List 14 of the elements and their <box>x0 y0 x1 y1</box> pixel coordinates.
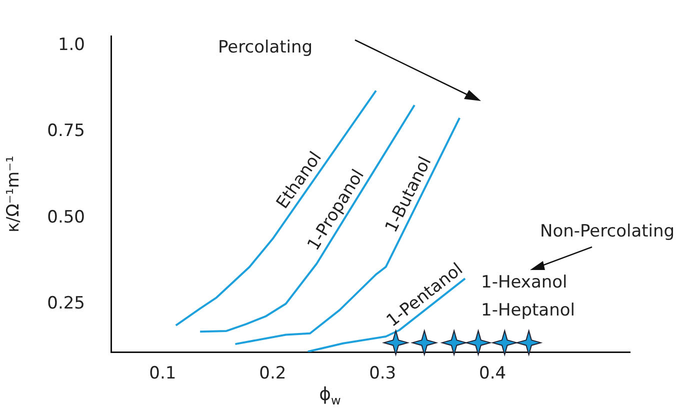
x-tick-label: 0.4 <box>479 364 506 384</box>
x-tick-label: 0.3 <box>369 364 396 384</box>
annotation: 1-Heptanol <box>481 300 575 320</box>
x-axis-title: ϕ$_{w}$ <box>318 384 342 408</box>
y-tick-label: 0.50 <box>47 207 85 228</box>
annotation: Non-Percolating <box>540 221 675 242</box>
y-axis-title: κ/Ω⁻¹m⁻¹ <box>4 156 24 233</box>
annotation: 1-Hexanol <box>481 272 568 292</box>
y-tick-label: 1.0 <box>58 34 85 55</box>
x-tick-label: 0.1 <box>149 364 176 384</box>
y-tick-label: 0.75 <box>47 121 85 142</box>
annotation: Percolating <box>218 37 313 58</box>
y-tick-label: 0.25 <box>47 294 85 314</box>
x-tick-label: 0.2 <box>259 364 286 384</box>
